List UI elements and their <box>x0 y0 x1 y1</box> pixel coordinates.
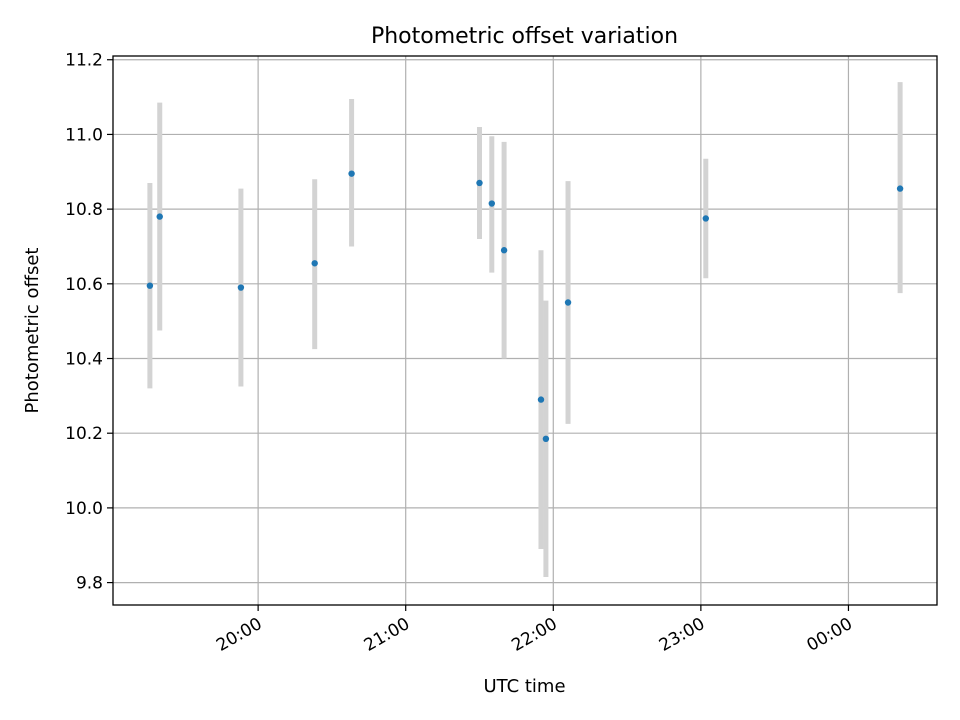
y-tick-label: 11.2 <box>65 51 103 71</box>
x-axis-ticks: 20:00 21:00 22:00 23:00 00:00 <box>213 605 856 656</box>
chart-title: Photometric offset variation <box>371 24 678 49</box>
data-point <box>488 200 495 207</box>
y-tick-label: 10.6 <box>65 275 103 295</box>
x-tick-label: 22:00 <box>508 614 560 656</box>
data-point <box>542 435 550 443</box>
y-axis-ticks: 9.8 10.0 10.2 10.4 10.6 10.8 11.0 11.2 <box>65 51 113 594</box>
y-tick-label: 10.0 <box>65 499 103 519</box>
x-tick-label: 20:00 <box>213 614 265 656</box>
data-points <box>146 170 904 443</box>
data-point <box>237 284 245 291</box>
data-point <box>702 215 709 222</box>
plot-frame <box>112 55 938 606</box>
y-tick-label: 9.8 <box>76 574 103 594</box>
y-tick-label: 10.2 <box>65 424 103 444</box>
data-point <box>146 282 154 289</box>
data-point <box>537 396 545 403</box>
data-point <box>348 170 355 177</box>
y-tick-label: 10.8 <box>65 200 103 220</box>
x-axis-label: UTC time <box>483 676 565 697</box>
y-tick-label: 11.0 <box>65 125 103 145</box>
data-point <box>476 179 483 187</box>
grid <box>113 56 937 605</box>
data-point <box>896 185 904 192</box>
error-bars <box>147 82 903 577</box>
x-tick-label: 00:00 <box>804 614 856 656</box>
data-point <box>311 260 318 267</box>
y-axis-label: Photometric offset <box>22 248 43 414</box>
x-tick-label: 21:00 <box>361 614 413 656</box>
data-point <box>500 247 508 254</box>
y-tick-label: 10.4 <box>65 350 103 370</box>
x-tick-label: 23:00 <box>656 614 708 656</box>
data-point <box>156 213 163 220</box>
data-point <box>564 299 572 306</box>
